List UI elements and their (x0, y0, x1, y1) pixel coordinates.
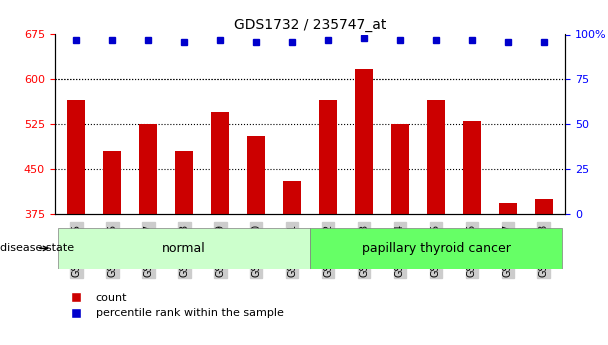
FancyBboxPatch shape (58, 228, 310, 269)
Bar (247, 136, 265, 214)
Bar (499, 203, 517, 214)
Bar (463, 121, 481, 214)
Bar (427, 100, 445, 214)
Title: GDS1732 / 235747_at: GDS1732 / 235747_at (234, 18, 386, 32)
Bar (355, 69, 373, 214)
Bar (535, 199, 553, 214)
Text: normal: normal (162, 242, 206, 255)
Bar (175, 151, 193, 214)
Bar (283, 181, 301, 214)
Bar (319, 100, 337, 214)
Text: papillary thyroid cancer: papillary thyroid cancer (362, 242, 510, 255)
Bar (139, 124, 157, 214)
FancyBboxPatch shape (310, 228, 562, 269)
Bar (391, 124, 409, 214)
Text: disease state: disease state (0, 244, 74, 253)
Bar (67, 100, 85, 214)
Bar (211, 112, 229, 214)
Bar (103, 151, 121, 214)
Legend: count, percentile rank within the sample: count, percentile rank within the sample (60, 288, 288, 323)
